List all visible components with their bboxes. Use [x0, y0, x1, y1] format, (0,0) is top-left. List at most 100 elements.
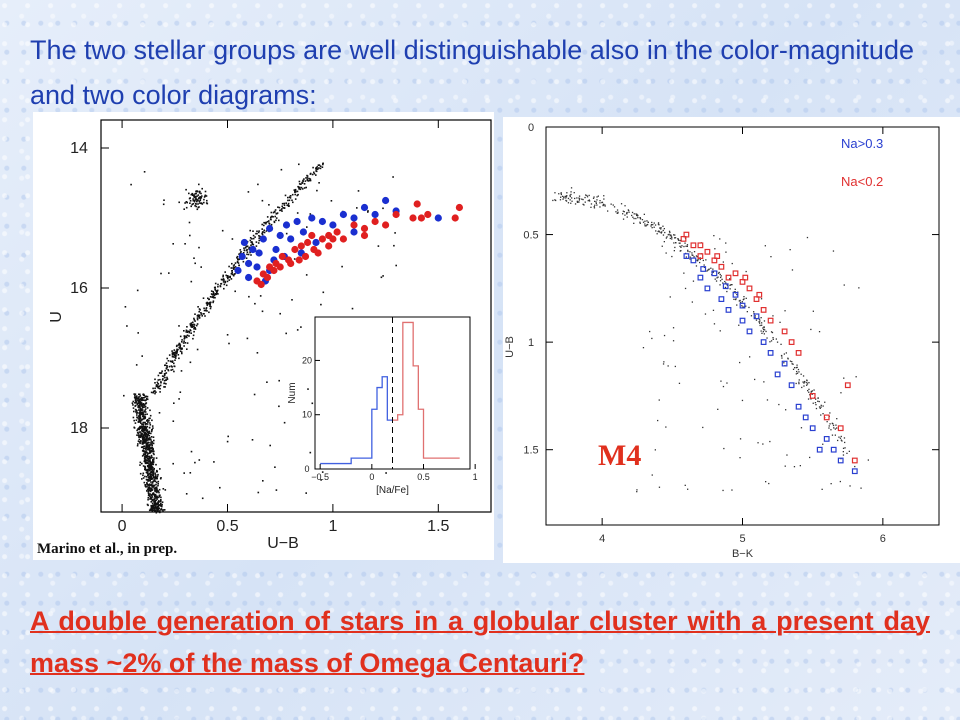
- cmd-point-blue-27: [240, 238, 248, 247]
- tcd-point-red-12: [767, 317, 774, 324]
- cmd-xtick-label: 0.5: [216, 518, 238, 535]
- tcd-point-red-25: [680, 235, 687, 242]
- cmd-point-red-19: [413, 200, 421, 208]
- cmd-point-red-24: [257, 280, 265, 289]
- tcd-point-red-18: [844, 382, 851, 389]
- cmd-point-red-27: [301, 252, 310, 261]
- cmd-ylabel: U: [48, 311, 65, 323]
- cmd-point-blue-25: [253, 263, 261, 271]
- tcd-legend-0: Na>0.3: [841, 136, 883, 151]
- cmd-point-red-28: [314, 249, 322, 257]
- cmd-point-blue-11: [293, 217, 301, 226]
- cmd-point-red-31: [263, 273, 272, 282]
- cmd-xlabel: U−B: [267, 535, 299, 552]
- tcd-point-red-3: [704, 248, 711, 255]
- hist-xtick-label: −0.5: [311, 472, 329, 482]
- cmd-point-blue-30: [434, 214, 442, 222]
- tcd-point-blue-7: [739, 317, 746, 324]
- cmd-point-blue-19: [371, 210, 379, 219]
- cmd-point-red-7: [297, 242, 305, 250]
- cmd-point-blue-29: [312, 238, 320, 247]
- tcd-point-blue-11: [767, 350, 774, 356]
- tcd-point-red-16: [823, 414, 830, 421]
- tcd-point-red-24: [788, 339, 795, 346]
- cmd-point-red-22: [451, 214, 459, 222]
- cmd-point-blue-13: [308, 214, 316, 222]
- cmd-point-red-18: [409, 214, 417, 222]
- cmd-point-blue-9: [282, 221, 291, 229]
- hist-xlabel: [Na/Fe]: [376, 485, 409, 496]
- tcd-ytick-label: 1.5: [523, 445, 538, 457]
- tcd-point-red-21: [714, 253, 721, 260]
- tcd-point-red-6: [725, 274, 732, 281]
- left-chart-panel: 0 0.5 1 1.5 14 16 18 U−B U −0.5 0 0.5 1 0 10 20 [Na/Fe] N…: [33, 112, 494, 560]
- tcd-point-blue-20: [690, 257, 697, 264]
- cmd-point-red-32: [276, 263, 284, 271]
- tcd-legend-1: Na<0.2: [841, 174, 883, 189]
- cmd-point-red-10: [318, 235, 326, 243]
- m4-label: M4: [598, 439, 642, 472]
- tcd-point-blue-13: [788, 382, 795, 389]
- credit-label: Marino et al., in prep.: [37, 541, 178, 557]
- cmd-point-blue-16: [339, 210, 347, 219]
- hist-xtick-label: 0.5: [417, 472, 430, 482]
- cmd-point-red-20: [417, 214, 425, 222]
- cmd-point-red-12: [333, 228, 341, 236]
- tcd-ylabel: U−B: [504, 336, 516, 358]
- headline: The two stellar groups are well distingu…: [30, 35, 914, 110]
- cmd-point-blue-22: [350, 228, 358, 236]
- conclusion: A double generation of stars in a globul…: [30, 606, 930, 678]
- hist-xtick-label: 1: [473, 472, 478, 482]
- tcd-point-blue-21: [700, 266, 707, 272]
- tcd-point-blue-8: [746, 328, 753, 335]
- cmd-point-red-34: [308, 231, 316, 240]
- cmd-point-red-6: [291, 245, 299, 254]
- tcd-point-blue-26: [739, 302, 746, 309]
- cmd-point-blue-17: [350, 214, 358, 222]
- tcd-xlabel: B−K: [732, 548, 754, 560]
- tcd-point-red-15: [809, 393, 816, 399]
- cmd-point-blue-0: [234, 266, 242, 275]
- cmd-point-blue-7: [272, 245, 280, 254]
- cmd-point-blue-10: [287, 235, 295, 243]
- cmd-ytick-label: 14: [70, 140, 88, 157]
- cmd-point-blue-1: [238, 252, 246, 261]
- tcd-point-blue-17: [823, 436, 830, 442]
- cmd-point-blue-20: [382, 196, 390, 205]
- cmd-ytick-label: 18: [70, 420, 88, 437]
- tcd-point-red-17: [837, 425, 844, 432]
- cmd-field-stars: [123, 162, 397, 514]
- tcd-point-blue-15: [809, 425, 816, 432]
- tcd-point-red-0: [683, 231, 690, 238]
- tcd-point-blue-16: [816, 446, 823, 453]
- two-color-chart: 4 5 6 0 0.5 1 1.5 B−K U−B Na>0.3 Na<0.2: [504, 122, 940, 560]
- tcd-xtick-label: 5: [739, 533, 745, 545]
- tcd-xtick-label: 4: [599, 533, 605, 545]
- tcd-ytick-label: 0: [528, 122, 534, 134]
- cmd-point-red-30: [382, 221, 390, 229]
- tcd-point-red-14: [795, 350, 802, 356]
- hist-ylabel: Num: [287, 382, 298, 403]
- cmd-point-red-4: [278, 252, 286, 261]
- tcd-ytick-label: 0.5: [523, 230, 538, 242]
- tcd-point-red-23: [756, 291, 763, 298]
- cmd-point-red-17: [392, 210, 400, 219]
- cmd-point-blue-8: [276, 231, 284, 240]
- tcd-point-blue-3: [711, 270, 718, 277]
- tcd-point-red-7: [732, 270, 739, 277]
- hist-xtick-label: 0: [369, 472, 374, 482]
- tcd-point-blue-25: [830, 446, 837, 453]
- cmd-point-blue-18: [360, 203, 369, 212]
- tcd-point-blue-23: [774, 371, 781, 378]
- tcd-point-red-13: [781, 328, 788, 335]
- tcd-ytick-label: 1: [528, 337, 534, 349]
- cmd-point-blue-3: [249, 245, 257, 254]
- tcd-point-blue-4: [718, 296, 725, 303]
- cmd-ytick-label: 16: [70, 280, 88, 297]
- cmd-xtick-label: 1.5: [427, 518, 449, 535]
- tcd-point-blue-10: [760, 339, 767, 346]
- cmd-point-red-23: [455, 203, 463, 212]
- cmd-point-red-14: [350, 221, 358, 229]
- cmd-point-blue-6: [266, 224, 274, 233]
- hist-ytick-label: 0: [304, 464, 309, 474]
